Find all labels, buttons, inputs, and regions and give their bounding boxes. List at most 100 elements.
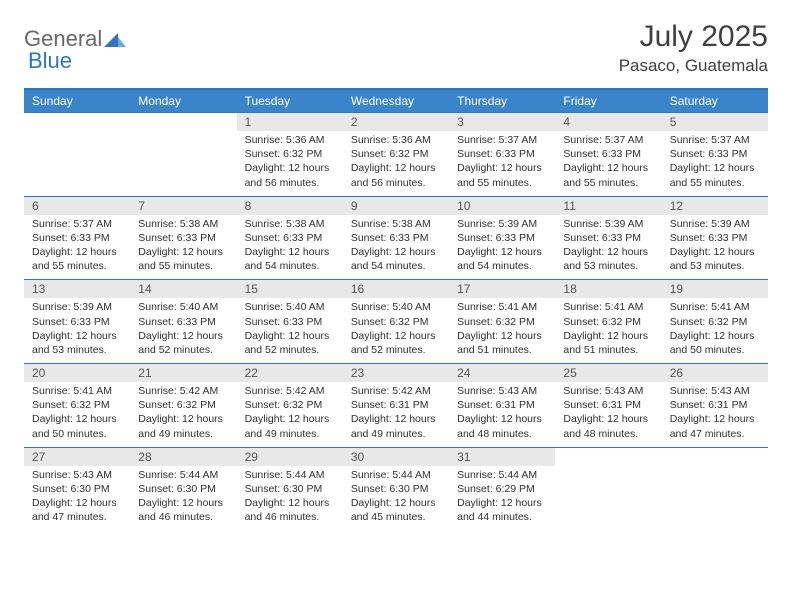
- sunset-text: Sunset: 6:33 PM: [32, 231, 122, 245]
- day-cell: Sunrise: 5:41 AMSunset: 6:32 PMDaylight:…: [555, 298, 661, 363]
- sunset-text: Sunset: 6:33 PM: [32, 315, 122, 329]
- calendar-table: SundayMondayTuesdayWednesdayThursdayFrid…: [24, 88, 768, 530]
- sunset-text: Sunset: 6:33 PM: [138, 231, 228, 245]
- daylight-text: Daylight: 12 hours and 54 minutes.: [245, 245, 335, 273]
- day-number: 25: [555, 364, 661, 383]
- daylight-text: Daylight: 12 hours and 54 minutes.: [457, 245, 547, 273]
- daylight-text: Daylight: 12 hours and 48 minutes.: [563, 412, 653, 440]
- sunrise-text: Sunrise: 5:39 AM: [670, 217, 760, 231]
- day-cell: Sunrise: 5:43 AMSunset: 6:30 PMDaylight:…: [24, 466, 130, 531]
- day-cell: Sunrise: 5:37 AMSunset: 6:33 PMDaylight:…: [555, 131, 661, 196]
- daylight-text: Daylight: 12 hours and 45 minutes.: [351, 496, 441, 524]
- logo-blue-wrap: Blue: [28, 48, 72, 74]
- day-cell: Sunrise: 5:38 AMSunset: 6:33 PMDaylight:…: [237, 215, 343, 280]
- sunset-text: Sunset: 6:33 PM: [245, 315, 335, 329]
- day-number: 10: [449, 196, 555, 215]
- day-cell: Sunrise: 5:43 AMSunset: 6:31 PMDaylight:…: [555, 382, 661, 447]
- daylight-text: Daylight: 12 hours and 51 minutes.: [457, 329, 547, 357]
- day-content-row: Sunrise: 5:36 AM Sunset: 6:32 PM Daylight:…: [24, 131, 768, 196]
- sunset-text: Sunset: 6:32 PM: [670, 315, 760, 329]
- sunset-text: Sunset: 6:29 PM: [457, 482, 547, 496]
- sunrise-text: Sunrise: 5:38 AM: [351, 217, 441, 231]
- sunrise-text: Sunrise: 5:41 AM: [32, 384, 122, 398]
- day-cell: Sunrise: 5:44 AMSunset: 6:30 PMDaylight:…: [237, 466, 343, 531]
- sunset-text: Sunset: 6:32 PM: [563, 315, 653, 329]
- title-block: July 2025 Pasaco, Guatemala: [619, 20, 768, 76]
- day-cell: Sunrise: 5:44 AMSunset: 6:29 PMDaylight:…: [449, 466, 555, 531]
- daylight-text: Daylight: 12 hours and 55 minutes.: [457, 161, 547, 189]
- logo-text-blue: Blue: [28, 48, 72, 73]
- day-number: 31: [449, 447, 555, 466]
- day-number: 14: [130, 280, 236, 299]
- day-number: 27: [24, 447, 130, 466]
- day-cell: Sunrise: 5:42 AMSunset: 6:32 PMDaylight:…: [130, 382, 236, 447]
- sunrise-text: Sunrise: 5:38 AM: [138, 217, 228, 231]
- day-header: Monday: [130, 89, 236, 113]
- daylight-text: Daylight: 12 hours and 55 minutes.: [138, 245, 228, 273]
- daylight-text: Daylight: 12 hours and 49 minutes.: [138, 412, 228, 440]
- day-content-row: Sunrise: 5:39 AMSunset: 6:33 PMDaylight:…: [24, 298, 768, 363]
- sunrise-text: Sunrise: 5:41 AM: [670, 300, 760, 314]
- day-content-row: Sunrise: 5:37 AMSunset: 6:33 PMDaylight:…: [24, 215, 768, 280]
- sunrise-text: Sunrise: 5:40 AM: [245, 300, 335, 314]
- day-cell: Sunrise: 5:40 AMSunset: 6:33 PMDaylight:…: [130, 298, 236, 363]
- sunset-text: Sunset: 6:32 PM: [351, 147, 441, 161]
- daylight-text: Daylight: 12 hours and 47 minutes.: [32, 496, 122, 524]
- daylight-text: Daylight: 12 hours and 46 minutes.: [245, 496, 335, 524]
- sunrise-text: Sunrise: 5:44 AM: [138, 468, 228, 482]
- daylight-text: Daylight: 12 hours and 50 minutes.: [670, 329, 760, 357]
- sunset-text: Sunset: 6:33 PM: [563, 147, 653, 161]
- sunrise-text: Sunrise: 5:44 AM: [457, 468, 547, 482]
- day-cell: Sunrise: 5:42 AMSunset: 6:32 PMDaylight:…: [237, 382, 343, 447]
- day-number-row: 2728293031: [24, 447, 768, 466]
- day-cell: Sunrise: 5:42 AMSunset: 6:31 PMDaylight:…: [343, 382, 449, 447]
- daylight-text: Daylight: 12 hours and 54 minutes.: [351, 245, 441, 273]
- sunrise-text: Sunrise: 5:43 AM: [563, 384, 653, 398]
- sunset-text: Sunset: 6:32 PM: [457, 315, 547, 329]
- day-header: Wednesday: [343, 89, 449, 113]
- day-header: Saturday: [662, 89, 768, 113]
- sunrise-text: Sunrise: 5:42 AM: [351, 384, 441, 398]
- sunset-text: Sunset: 6:30 PM: [245, 482, 335, 496]
- day-number-row: 13141516171819: [24, 280, 768, 299]
- sunset-text: Sunset: 6:33 PM: [670, 231, 760, 245]
- sunset-text: Sunset: 6:33 PM: [457, 147, 547, 161]
- daylight-text: Daylight: 12 hours and 55 minutes.: [563, 161, 653, 189]
- sunset-text: Sunset: 6:31 PM: [563, 398, 653, 412]
- day-number: [555, 447, 661, 466]
- day-cell: Sunrise: 5:39 AMSunset: 6:33 PMDaylight:…: [449, 215, 555, 280]
- sunset-text: Sunset: 6:33 PM: [351, 231, 441, 245]
- day-cell: Sunrise: 5:36 AMSunset: 6:32 PMDaylight:…: [237, 131, 343, 196]
- day-header: Thursday: [449, 89, 555, 113]
- sunset-text: Sunset: 6:33 PM: [245, 231, 335, 245]
- sunrise-text: Sunrise: 5:37 AM: [670, 133, 760, 147]
- day-header: Friday: [555, 89, 661, 113]
- daylight-text: Daylight: 12 hours and 55 minutes.: [32, 245, 122, 273]
- sunrise-text: Sunrise: 5:37 AM: [563, 133, 653, 147]
- day-number: [24, 113, 130, 132]
- daylight-text: Daylight: 12 hours and 56 minutes.: [245, 161, 335, 189]
- day-number: 4: [555, 113, 661, 132]
- sunset-text: Sunset: 6:32 PM: [32, 398, 122, 412]
- sunrise-text: Sunrise: 5:40 AM: [351, 300, 441, 314]
- sunrise-text: Sunrise: 5:36 AM: [245, 133, 335, 147]
- day-cell: Sunrise: 5:39 AMSunset: 6:33 PMDaylight:…: [555, 215, 661, 280]
- sunrise-text: Sunrise: 5:41 AM: [563, 300, 653, 314]
- day-number: 15: [237, 280, 343, 299]
- daylight-text: Daylight: 12 hours and 51 minutes.: [563, 329, 653, 357]
- day-cell: Sunrise: 5:40 AMSunset: 6:32 PMDaylight:…: [343, 298, 449, 363]
- sunset-text: Sunset: 6:32 PM: [351, 315, 441, 329]
- sunrise-text: Sunrise: 5:39 AM: [563, 217, 653, 231]
- sunrise-text: Sunrise: 5:42 AM: [138, 384, 228, 398]
- daylight-text: Daylight: 12 hours and 44 minutes.: [457, 496, 547, 524]
- day-number: 3: [449, 113, 555, 132]
- sunrise-text: Sunrise: 5:38 AM: [245, 217, 335, 231]
- sunrise-text: Sunrise: 5:39 AM: [457, 217, 547, 231]
- day-cell: Sunrise: 5:37 AMSunset: 6:33 PMDaylight:…: [24, 215, 130, 280]
- sunset-text: Sunset: 6:33 PM: [457, 231, 547, 245]
- day-cell: Sunrise: 5:41 AMSunset: 6:32 PMDaylight:…: [24, 382, 130, 447]
- sunrise-text: Sunrise: 5:39 AM: [32, 300, 122, 314]
- daylight-text: Daylight: 12 hours and 55 minutes.: [670, 161, 760, 189]
- day-number: 21: [130, 364, 236, 383]
- day-number-row: 6789101112: [24, 196, 768, 215]
